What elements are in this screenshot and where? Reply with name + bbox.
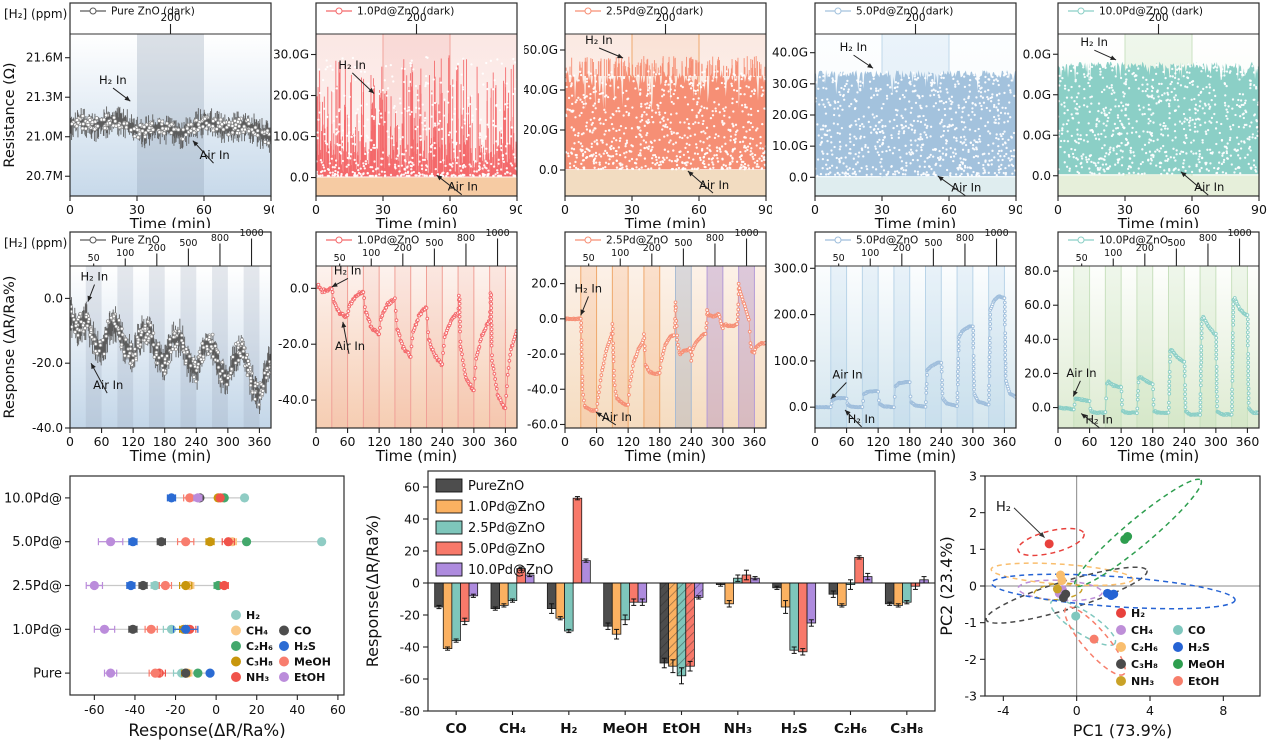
panel-response-2-5pd-zno: 2.5Pd@ZnO 50 100 200 500 800 1000 20.0 0.0 -20.0-… (524, 228, 772, 463)
svg-text:20.7M: 20.7M (26, 169, 63, 183)
svg-text:H₂ In: H₂ In (338, 58, 366, 72)
svg-text:30: 30 (1117, 202, 1133, 217)
svg-text:H₂ In: H₂ In (840, 40, 868, 54)
svg-text:0.0: 0.0 (789, 170, 808, 184)
svg-text:10.0G: 10.0G (772, 139, 808, 153)
svg-text:[H₂] (ppm): [H₂] (ppm) (4, 7, 67, 21)
svg-text:10.0G: 10.0G (274, 130, 309, 144)
svg-text:Pure ZnO (dark): Pure ZnO (dark) (111, 6, 195, 18)
svg-text:60.0G: 60.0G (524, 43, 558, 57)
svg-text:20.0G: 20.0G (524, 123, 558, 137)
svg-text:30: 30 (375, 202, 391, 217)
svg-text:30.0G: 30.0G (274, 48, 309, 62)
svg-text:H₂ In: H₂ In (1080, 35, 1108, 49)
svg-text:200: 200 (1148, 12, 1168, 24)
svg-text:0: 0 (811, 202, 819, 217)
svg-text:30.0G: 30.0G (772, 77, 808, 91)
svg-text:21.3M: 21.3M (26, 90, 63, 104)
panel-resistance-10-0pd-zno-dark: 10.0Pd@ZnO (dark)200 0.0 10.0G 20.0G 30.0G 0 3… (1022, 0, 1270, 228)
svg-text:10.0G: 10.0G (1022, 128, 1051, 142)
svg-text:200: 200 (905, 12, 925, 24)
svg-text:60: 60 (691, 202, 707, 217)
svg-text:1.0Pd@ZnO (dark): 1.0Pd@ZnO (dark) (357, 6, 454, 18)
svg-text:Time (min): Time (min) (874, 215, 956, 228)
panel-pca-scatter: -4 0 4 8 -3 -2 -1 0 1 2 3 PC1 (73.9%) PC2 (23.4%) H₂ H… (938, 463, 1270, 746)
svg-text:0.0: 0.0 (290, 171, 309, 185)
svg-text:Air In: Air In (200, 148, 230, 162)
panel-resistance-5-0pd-zno-dark: 5.0Pd@ZnO (dark) 200 0.0 10.0G 20.0G 30.0G 40.… (772, 0, 1022, 228)
svg-text:Time (min): Time (min) (375, 215, 457, 228)
svg-text:30: 30 (624, 202, 640, 217)
svg-text:20.0G: 20.0G (1022, 88, 1051, 102)
panel-resistance-pure-zno-dark: Pure ZnO (dark) 200 20.7M 21.0M 21.3M 21.6M 0 3… (0, 0, 274, 228)
svg-text:60: 60 (442, 202, 458, 217)
svg-text:21.0M: 21.0M (26, 130, 63, 144)
svg-text:0.0: 0.0 (539, 163, 558, 177)
panel-response-dotplot: 10.0Pd@ 5.0Pd@ 2.5Pd@ 1.0Pd@ Pure -60 -40 -20 0 2… (0, 463, 362, 746)
svg-text:Time (min): Time (min) (1117, 215, 1199, 228)
svg-text:90: 90 (758, 202, 772, 217)
panel-response-10-0pd-zno: 10.0Pd@ZnO 50 100 200 500 800 1000 0.0 20.0 40.0 6… (1022, 228, 1270, 463)
panel-response-1-0pd-zno: 1.0Pd@ZnO 50 100 200 500 800 1000 0.0 -20.0 -40.0… (274, 228, 522, 463)
panel-resistance-1-0pd-zno-dark: 1.0Pd@ZnO (dark) 200 0.0 10.0G 20.0G 30.0G 0 30… (274, 0, 522, 228)
svg-text:200: 200 (655, 12, 675, 24)
svg-text:90: 90 (509, 202, 522, 217)
svg-text:21.6M: 21.6M (26, 51, 63, 65)
svg-text:Air In: Air In (1194, 180, 1224, 194)
svg-text:10.0Pd@ZnO (dark): 10.0Pd@ZnO (dark) (1099, 6, 1203, 18)
svg-text:Time (min): Time (min) (129, 215, 211, 228)
svg-text:Resistance (Ω): Resistance (Ω) (2, 62, 18, 167)
svg-text:Air In: Air In (951, 181, 981, 195)
panel-resistance-2-5pd-zno-dark: 2.5Pd@ZnO (dark) 200 0.0 20.0G 40.0G 60.0G 0 30… (524, 0, 772, 228)
svg-text:0.0: 0.0 (1032, 169, 1051, 183)
svg-text:20.0G: 20.0G (772, 108, 808, 122)
panel-response-5-0pd-zno: 5.0Pd@ZnO 50 100 200 500 800 1000 0.0 100.0 200.0… (772, 228, 1022, 463)
svg-text:60: 60 (196, 202, 212, 217)
svg-text:0: 0 (561, 202, 569, 217)
panel-response-barchart: CO CH₄ H₂ MeOH EtOH NH₃ H₂S C₂H₆ C₃H₈ -80 -60 -40 -2… (362, 463, 938, 746)
svg-text:5.0Pd@ZnO (dark): 5.0Pd@ZnO (dark) (856, 6, 953, 18)
svg-text:0: 0 (66, 202, 74, 217)
svg-text:200: 200 (406, 12, 426, 24)
svg-text:0: 0 (312, 202, 320, 217)
svg-text:0: 0 (1054, 202, 1062, 217)
svg-text:60: 60 (941, 202, 957, 217)
svg-text:2.5Pd@ZnO (dark): 2.5Pd@ZnO (dark) (606, 6, 703, 18)
svg-text:30.0G: 30.0G (1022, 47, 1051, 61)
svg-text:30: 30 (129, 202, 145, 217)
svg-text:90: 90 (1008, 202, 1022, 217)
svg-text:H₂ In: H₂ In (99, 73, 127, 87)
svg-text:60: 60 (1184, 202, 1200, 217)
svg-text:90: 90 (1251, 202, 1267, 217)
svg-text:Air In: Air In (699, 178, 729, 192)
svg-text:20.0G: 20.0G (274, 89, 309, 103)
svg-text:200: 200 (160, 12, 180, 24)
svg-text:40.0G: 40.0G (524, 83, 558, 97)
svg-text:H₂ In: H₂ In (585, 33, 613, 47)
svg-text:Time (min): Time (min) (624, 215, 706, 228)
svg-text:90: 90 (263, 202, 274, 217)
panel-response-pure-zno: Pure ZnO 50 100 200 500 800 1000 0.0 -20.0 -40.0 0… (0, 228, 274, 463)
svg-text:40.0G: 40.0G (772, 46, 808, 60)
svg-text:30: 30 (874, 202, 890, 217)
